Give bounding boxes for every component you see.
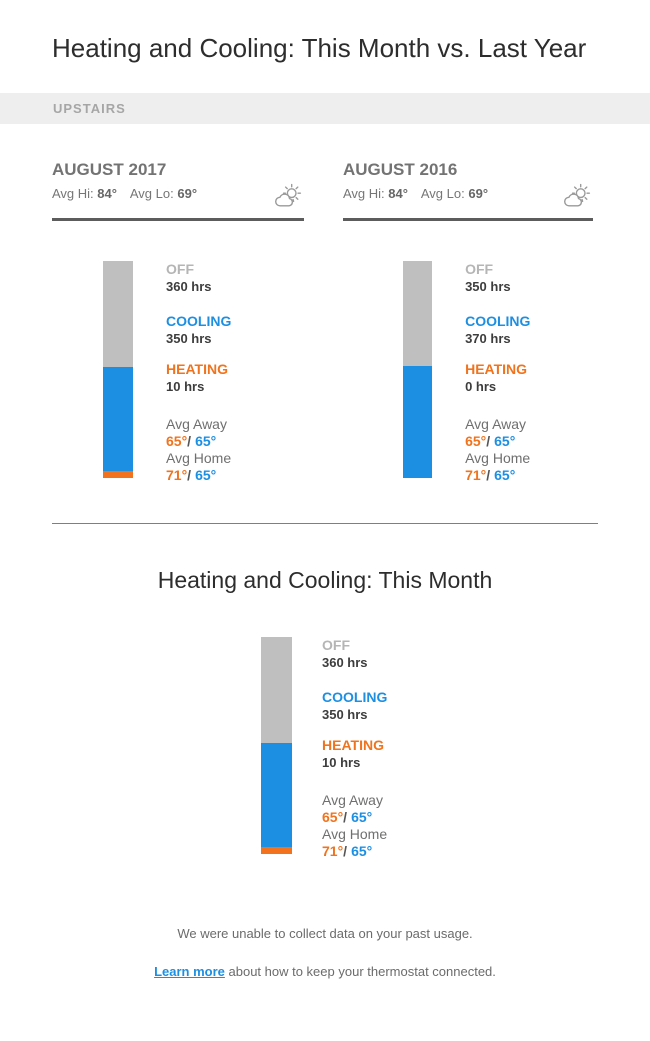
usage-bar xyxy=(403,261,433,478)
usage-chart-2017: OFF 360 hrs COOLING 350 hrs HEATING 10 h… xyxy=(52,261,304,484)
avg-away-label: Avg Away xyxy=(322,792,383,808)
usage-bar xyxy=(261,637,292,854)
avg-home-temps: 71°/65° xyxy=(166,467,298,484)
month-column-2017: AUGUST 2017 Avg Hi: 84° Avg Lo: 69° xyxy=(52,160,304,484)
off-label: OFF xyxy=(166,261,194,277)
month-title: AUGUST 2017 xyxy=(52,160,167,179)
setpoint-separator: / xyxy=(486,467,491,483)
setpoint-separator: / xyxy=(187,433,192,449)
home-cool-setpoint: 65° xyxy=(494,467,516,483)
avg-away-temps: 65°/65° xyxy=(465,433,593,450)
partly-cloudy-icon xyxy=(561,182,591,214)
off-hours: 360 hrs xyxy=(166,279,212,294)
month-title: AUGUST 2016 xyxy=(343,160,458,179)
away-heat-setpoint: 65° xyxy=(322,809,344,825)
bar-labels: OFF 360 hrs COOLING 350 hrs HEATING 10 h… xyxy=(322,637,454,860)
home-heat-setpoint: 71° xyxy=(322,843,344,859)
setpoint-separator: / xyxy=(343,809,348,825)
avg-away-label: Avg Away xyxy=(166,416,227,432)
zone-banner: UPSTAIRS xyxy=(0,93,650,124)
cooling-label: COOLING xyxy=(465,313,531,329)
month-column-2016: AUGUST 2016 Avg Hi: 84° Avg Lo: 69° xyxy=(343,160,593,484)
heating-hours: 10 hrs xyxy=(166,379,205,394)
avg-home-label: Avg Home xyxy=(322,826,388,842)
heating-hours: 10 hrs xyxy=(322,755,361,770)
bar-labels: OFF 350 hrs COOLING 370 hrs HEATING 0 hr… xyxy=(465,261,593,484)
away-cool-setpoint: 65° xyxy=(195,433,217,449)
away-heat-setpoint: 65° xyxy=(166,433,188,449)
bar-labels: OFF 360 hrs COOLING 350 hrs HEATING 10 h… xyxy=(166,261,298,484)
bar-segment-off xyxy=(261,637,292,744)
heating-label: HEATING xyxy=(322,737,384,753)
footer-notice: We were unable to collect data on your p… xyxy=(177,926,473,941)
avg-outdoor-temps: Avg Hi: 84° Avg Lo: 69° xyxy=(52,186,304,202)
column-underline xyxy=(343,218,593,221)
this-month-chart: OFF 360 hrs COOLING 350 hrs HEATING 10 h… xyxy=(261,637,650,860)
section-divider xyxy=(52,523,598,524)
avg-hi-label: Avg Hi: xyxy=(343,186,385,201)
usage-chart-2016: OFF 350 hrs COOLING 370 hrs HEATING 0 hr… xyxy=(343,261,593,484)
bar-segment-heating xyxy=(103,471,133,478)
off-hours: 350 hrs xyxy=(465,279,511,294)
heating-hours: 0 hrs xyxy=(465,379,497,394)
avg-away-temps: 65°/65° xyxy=(166,433,298,450)
bar-segment-cooling xyxy=(103,367,133,471)
away-cool-setpoint: 65° xyxy=(494,433,516,449)
avg-away-label: Avg Away xyxy=(465,416,527,432)
cooling-label: COOLING xyxy=(166,313,232,329)
learn-more-tail: about how to keep your thermostat connec… xyxy=(224,964,496,979)
away-heat-setpoint: 65° xyxy=(465,433,487,449)
avg-lo-label: Avg Lo: xyxy=(129,186,174,201)
learn-more-link[interactable]: Learn more xyxy=(154,964,225,979)
bar-segment-heating xyxy=(261,847,292,854)
off-label: OFF xyxy=(465,261,494,277)
home-cool-setpoint: 65° xyxy=(195,467,217,483)
cooling-hours: 370 hrs xyxy=(465,331,511,346)
bar-segment-off xyxy=(403,261,433,367)
cooling-hours: 350 hrs xyxy=(166,331,212,346)
cooling-label: COOLING xyxy=(322,689,388,705)
avg-hi-value: 84° xyxy=(97,186,117,201)
setpoint-separator: / xyxy=(486,433,491,449)
avg-lo-value: 69° xyxy=(177,186,198,201)
home-cool-setpoint: 65° xyxy=(351,843,373,859)
column-underline xyxy=(52,218,304,221)
cooling-hours: 350 hrs xyxy=(322,707,368,722)
off-hours: 360 hrs xyxy=(322,655,368,670)
home-heat-setpoint: 71° xyxy=(166,467,188,483)
page-title: Heating and Cooling: This Month vs. Last… xyxy=(52,33,587,63)
avg-home-label: Avg Home xyxy=(166,450,232,466)
avg-hi-label: Avg Hi: xyxy=(52,186,94,201)
footer-link-line: Learn more about how to keep your thermo… xyxy=(0,964,650,980)
avg-outdoor-temps: Avg Hi: 84° Avg Lo: 69° xyxy=(343,186,593,202)
bar-segment-cooling xyxy=(261,743,292,847)
heating-label: HEATING xyxy=(166,361,228,377)
avg-home-label: Avg Home xyxy=(465,450,531,466)
usage-bar xyxy=(103,261,133,478)
avg-home-temps: 71°/65° xyxy=(322,843,454,860)
away-cool-setpoint: 65° xyxy=(351,809,373,825)
home-heat-setpoint: 71° xyxy=(465,467,487,483)
bar-segment-off xyxy=(103,261,133,368)
partly-cloudy-icon xyxy=(272,182,302,214)
avg-home-temps: 71°/65° xyxy=(465,467,593,484)
avg-hi-value: 84° xyxy=(388,186,408,201)
setpoint-separator: / xyxy=(343,843,348,859)
zone-label: UPSTAIRS xyxy=(53,101,126,116)
avg-away-temps: 65°/65° xyxy=(322,809,454,826)
comparison-section: AUGUST 2017 Avg Hi: 84° Avg Lo: 69° xyxy=(0,124,650,523)
this-month-title: Heating and Cooling: This Month xyxy=(157,567,493,593)
heating-label: HEATING xyxy=(465,361,528,377)
avg-lo-label: Avg Lo: xyxy=(420,186,465,201)
off-label: OFF xyxy=(322,637,350,653)
setpoint-separator: / xyxy=(187,467,192,483)
bar-segment-cooling xyxy=(403,366,433,478)
avg-lo-value: 69° xyxy=(468,186,489,201)
